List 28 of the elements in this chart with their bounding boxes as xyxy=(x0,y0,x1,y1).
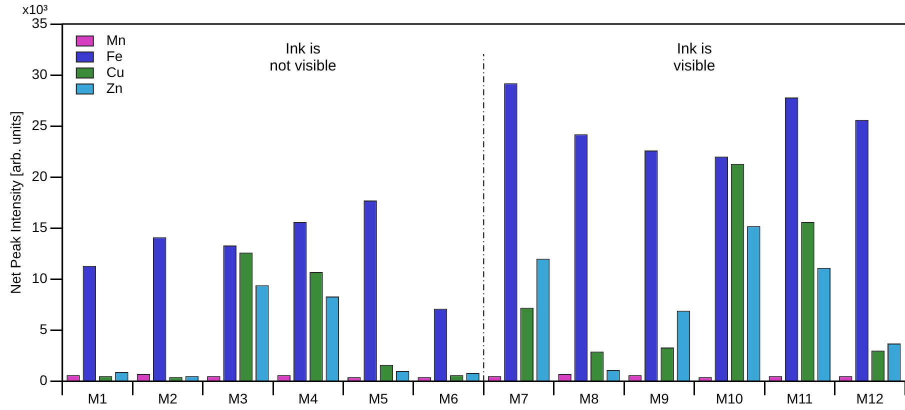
text: x10³ xyxy=(22,2,48,18)
x-tick-label: M2 xyxy=(158,390,178,406)
y-tick-label: 30 xyxy=(32,66,48,82)
x-tick-label: M11 xyxy=(786,390,813,406)
y-tick-label: 5 xyxy=(40,321,48,338)
x-tick-label: M12 xyxy=(856,390,884,406)
legend-label: Fe xyxy=(106,48,123,64)
y-tick-label: 20 xyxy=(32,168,48,184)
annotation: Ink is visible xyxy=(674,40,716,75)
y-tick-label: 15 xyxy=(32,218,48,235)
annotation: Ink is not visible xyxy=(270,40,336,75)
x-tick-label: M5 xyxy=(368,390,388,406)
y-tick-label: 25 xyxy=(32,116,48,133)
legend-label: Zn xyxy=(106,80,123,96)
x-tick-label: M8 xyxy=(579,390,599,406)
y-tick-label: 35 xyxy=(32,14,48,31)
x-tick-label: M9 xyxy=(650,390,670,406)
legend-label: Cu xyxy=(106,64,124,80)
y-tick-label: 0 xyxy=(40,372,48,388)
x-tick-label: M1 xyxy=(88,390,108,406)
x-tick-label: M10 xyxy=(716,390,744,406)
x-tick-label: M6 xyxy=(438,390,459,406)
y-axis-title: Net Peak Intensity [arb. units] xyxy=(7,111,24,294)
y-tick-label: 10 xyxy=(32,270,48,286)
x-tick-label: M7 xyxy=(509,390,529,406)
x-tick-label: M4 xyxy=(298,390,318,406)
x-tick-label: M3 xyxy=(228,390,248,406)
legend-label: Mn xyxy=(106,32,126,48)
